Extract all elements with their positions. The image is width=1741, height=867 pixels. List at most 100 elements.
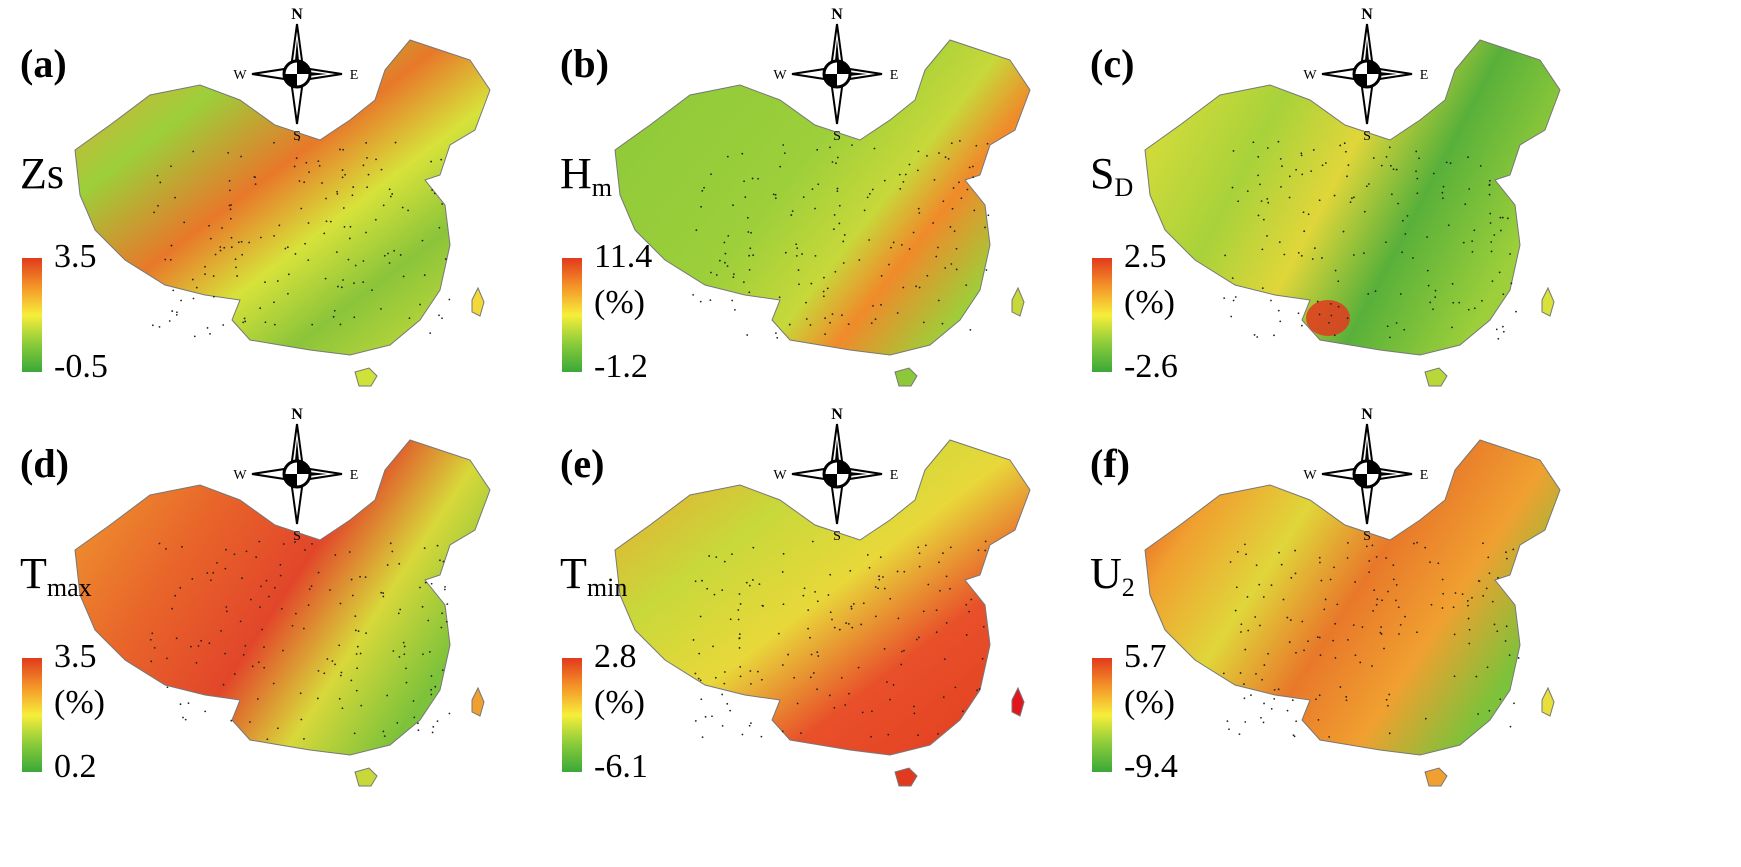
station-dot [836, 156, 839, 159]
station-dot [733, 273, 735, 276]
station-dot [204, 710, 207, 713]
station-dot [326, 658, 329, 660]
station-dot [179, 586, 182, 589]
station-dot [1295, 720, 1298, 723]
station-dot [953, 230, 956, 233]
station-dot [225, 610, 228, 613]
station-dot [263, 666, 266, 669]
station-dot [1244, 648, 1247, 651]
station-dot [1337, 280, 1340, 283]
station-dot [917, 150, 920, 153]
station-dot [1489, 212, 1492, 215]
station-dot [838, 222, 841, 225]
station-dot [701, 189, 704, 192]
station-dot [151, 324, 154, 327]
station-dot [756, 670, 759, 673]
station-dot [1339, 686, 1342, 688]
station-dot [896, 312, 899, 314]
station-dot [703, 186, 705, 189]
station-dot [1401, 251, 1403, 254]
station-dot [721, 725, 724, 727]
station-dot [431, 189, 434, 191]
station-dot [1321, 164, 1324, 167]
station-dot [984, 226, 986, 229]
station-dot [942, 696, 945, 699]
station-dot [1471, 240, 1474, 243]
station-dot [817, 183, 820, 186]
station-dot [291, 624, 294, 627]
compass-s: S [1363, 129, 1371, 144]
station-dot [742, 281, 745, 284]
station-dot [835, 162, 837, 165]
station-dot [365, 231, 367, 234]
station-dot [1365, 185, 1368, 188]
station-dot [779, 165, 782, 168]
station-dot [1449, 162, 1452, 165]
station-dot [1297, 251, 1300, 254]
station-dot [800, 732, 802, 735]
station-dot [225, 548, 227, 551]
station-dot [902, 286, 905, 289]
station-dot [1371, 665, 1373, 667]
station-dot [692, 639, 695, 641]
station-dot [1307, 213, 1310, 216]
compass-n: N [1361, 6, 1373, 23]
station-dot [445, 620, 448, 623]
station-dot [739, 665, 742, 668]
station-dot [1303, 649, 1305, 652]
station-dot [224, 652, 227, 655]
station-dot [1297, 312, 1300, 315]
station-dot [944, 156, 947, 159]
station-dot [1259, 183, 1261, 186]
station-dot [814, 254, 817, 257]
station-dot [1453, 633, 1456, 636]
station-dot [1300, 324, 1303, 327]
station-dot [294, 253, 297, 255]
station-dot [229, 217, 232, 220]
taiwan-island [471, 286, 485, 317]
station-dot [935, 255, 938, 258]
station-dot [352, 186, 355, 188]
station-dot [228, 189, 231, 192]
station-dot [776, 336, 779, 339]
station-dot [286, 246, 289, 249]
station-dot [738, 637, 741, 639]
station-dot [1375, 603, 1378, 606]
station-dot [1352, 254, 1355, 256]
station-dot [355, 689, 358, 692]
station-dot [353, 732, 356, 735]
compass-icon: N S W E [233, 6, 358, 144]
color-legend-bar [1092, 658, 1112, 772]
station-dot [1509, 253, 1511, 255]
station-dot [1392, 168, 1395, 171]
station-dot [723, 560, 726, 563]
station-dot [1416, 177, 1419, 180]
panel-f: N S W E (f) U2 5.7 (%) -9.4 [1070, 400, 1630, 820]
station-dot [243, 317, 246, 320]
station-dot [153, 646, 156, 649]
station-dot [405, 667, 407, 670]
station-dot [863, 209, 866, 212]
station-dot [1254, 616, 1257, 618]
station-dot [1261, 287, 1264, 290]
station-dot [714, 676, 717, 679]
station-dot [726, 155, 729, 158]
station-dot [954, 686, 957, 689]
station-dot [1389, 164, 1392, 167]
station-dot [1454, 592, 1457, 594]
station-dot [882, 576, 884, 578]
station-dot [325, 220, 328, 223]
station-dot [1389, 336, 1391, 339]
station-dot [1467, 156, 1469, 159]
station-dot [223, 246, 226, 249]
station-dot [868, 239, 871, 241]
station-dot [1270, 584, 1273, 587]
station-dot [933, 178, 936, 181]
station-dot [966, 188, 969, 191]
station-dot [1232, 299, 1235, 302]
station-dot [916, 169, 919, 172]
station-dot [1245, 553, 1247, 556]
station-dot [790, 214, 793, 216]
station-dot [810, 653, 813, 656]
station-dot [1398, 633, 1400, 635]
